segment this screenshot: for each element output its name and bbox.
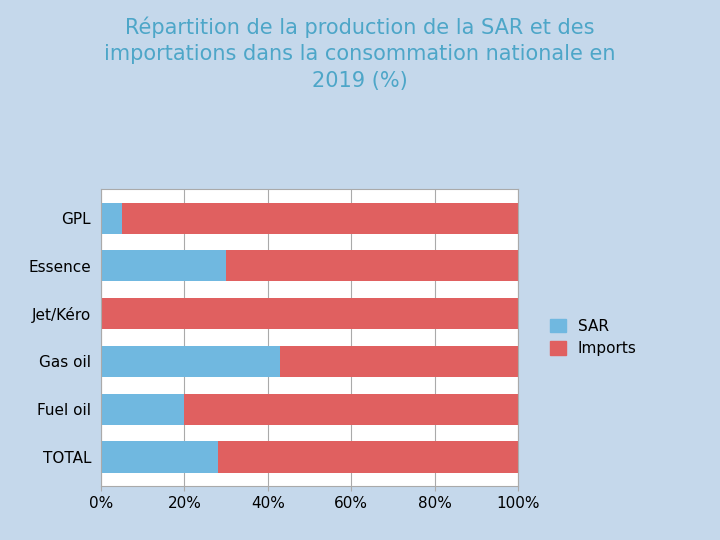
Bar: [101, 250, 226, 281]
Bar: [101, 346, 280, 377]
Bar: [101, 298, 518, 329]
Bar: [280, 346, 518, 377]
Bar: [101, 441, 217, 472]
Bar: [184, 394, 518, 425]
Bar: [101, 202, 122, 234]
Bar: [226, 250, 518, 281]
Bar: [122, 202, 518, 234]
Bar: [217, 441, 518, 472]
Legend: SAR, Imports: SAR, Imports: [543, 311, 644, 364]
Text: Répartition de la production de la SAR et des
importations dans la consommation : Répartition de la production de la SAR e…: [104, 16, 616, 91]
Bar: [101, 394, 184, 425]
